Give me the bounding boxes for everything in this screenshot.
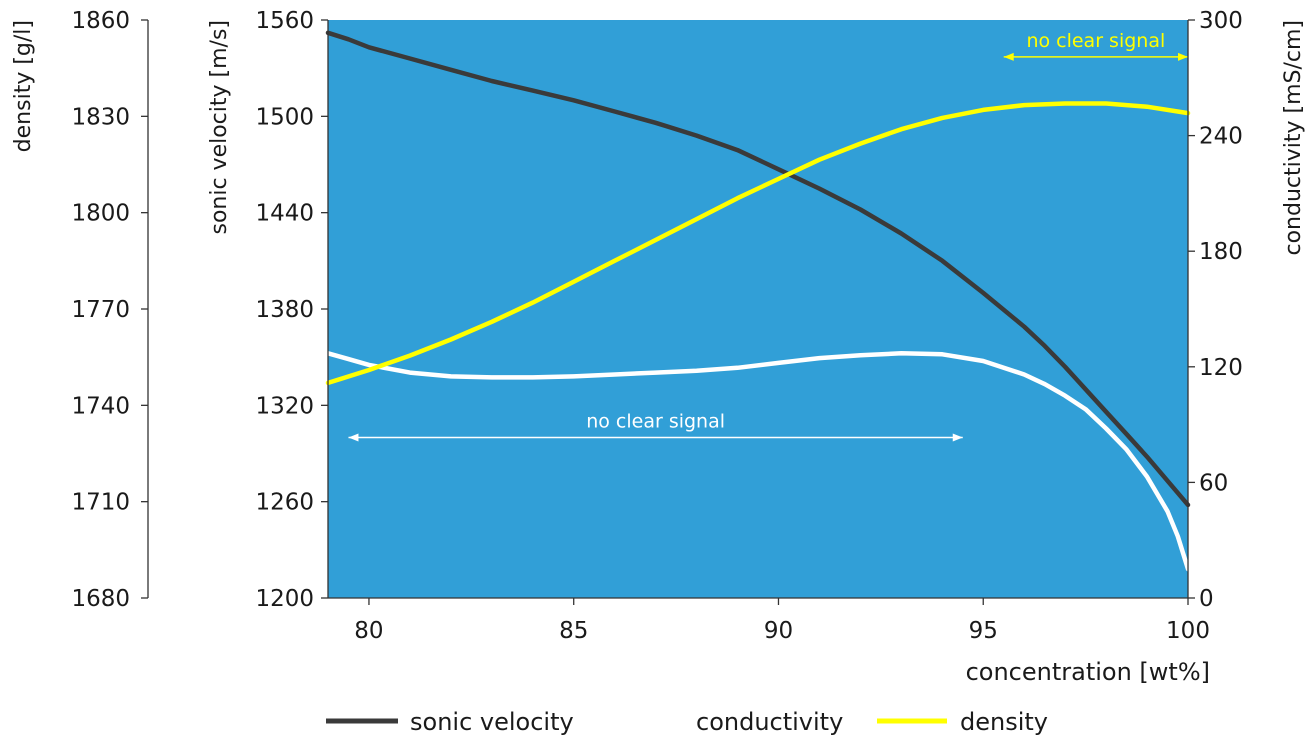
density-tick-label: 1680 [71, 586, 130, 612]
velocity-axis-label: sonic velocity [m/s] [207, 20, 232, 235]
series-layer [325, 30, 1191, 572]
density-tick-label: 1800 [71, 201, 130, 227]
velocity-tick-label: 1440 [255, 201, 314, 227]
plot-background [328, 20, 1188, 598]
series-line-sonic-velocity [325, 30, 1191, 508]
annotation-arrowhead [1003, 52, 1014, 61]
density-tick-label: 1770 [71, 297, 130, 323]
series-line-conductivity [325, 351, 1191, 572]
conductivity-tick-label: 120 [1199, 355, 1243, 381]
x-tick-label: 80 [354, 618, 383, 644]
velocity-tick-label: 1560 [255, 8, 314, 34]
legend-label: density [960, 708, 1048, 736]
annotation-arrowhead [1178, 52, 1188, 61]
velocity-tick-label: 1260 [255, 490, 314, 516]
x-tick-label: 95 [969, 618, 998, 644]
conductivity-tick-label: 240 [1199, 124, 1243, 150]
conductivity-axis-label: conductivity [mS/cm] [1281, 20, 1306, 256]
annotation-arrowhead [348, 433, 359, 442]
annotation-arrowhead [952, 433, 963, 442]
velocity-tick-label: 1380 [255, 297, 314, 323]
density-tick-label: 1740 [71, 393, 130, 419]
legend-label: conductivity [696, 708, 843, 736]
x-tick-label: 85 [559, 618, 588, 644]
density-tick-label: 1860 [71, 8, 130, 34]
axis-layer: 1680171017401770180018301860120012601320… [71, 8, 1242, 644]
density-tick-label: 1710 [71, 490, 130, 516]
conductivity-tick-label: 300 [1199, 8, 1243, 34]
legend-label: sonic velocity [410, 708, 574, 736]
annotation-label: no clear signal [586, 410, 725, 432]
x-tick-label: 90 [764, 618, 793, 644]
density-axis-label: density [g/l] [11, 20, 36, 152]
conductivity-tick-label: 180 [1199, 239, 1243, 265]
annotation-layer: no clear signal no clear signal [348, 30, 1188, 442]
density-tick-label: 1830 [71, 104, 130, 130]
annotation-label: no clear signal [1026, 30, 1165, 52]
conductivity-tick-label: 0 [1199, 586, 1214, 612]
velocity-tick-label: 1200 [255, 586, 314, 612]
conductivity-tick-label: 60 [1199, 470, 1228, 496]
series-line-density [325, 101, 1191, 386]
velocity-tick-label: 1500 [255, 104, 314, 130]
x-axis-label: concentration [wt%] [966, 658, 1210, 686]
x-tick-label: 100 [1166, 618, 1210, 644]
legend: sonic velocity conductivity density [326, 708, 1048, 736]
velocity-tick-label: 1320 [255, 393, 314, 419]
